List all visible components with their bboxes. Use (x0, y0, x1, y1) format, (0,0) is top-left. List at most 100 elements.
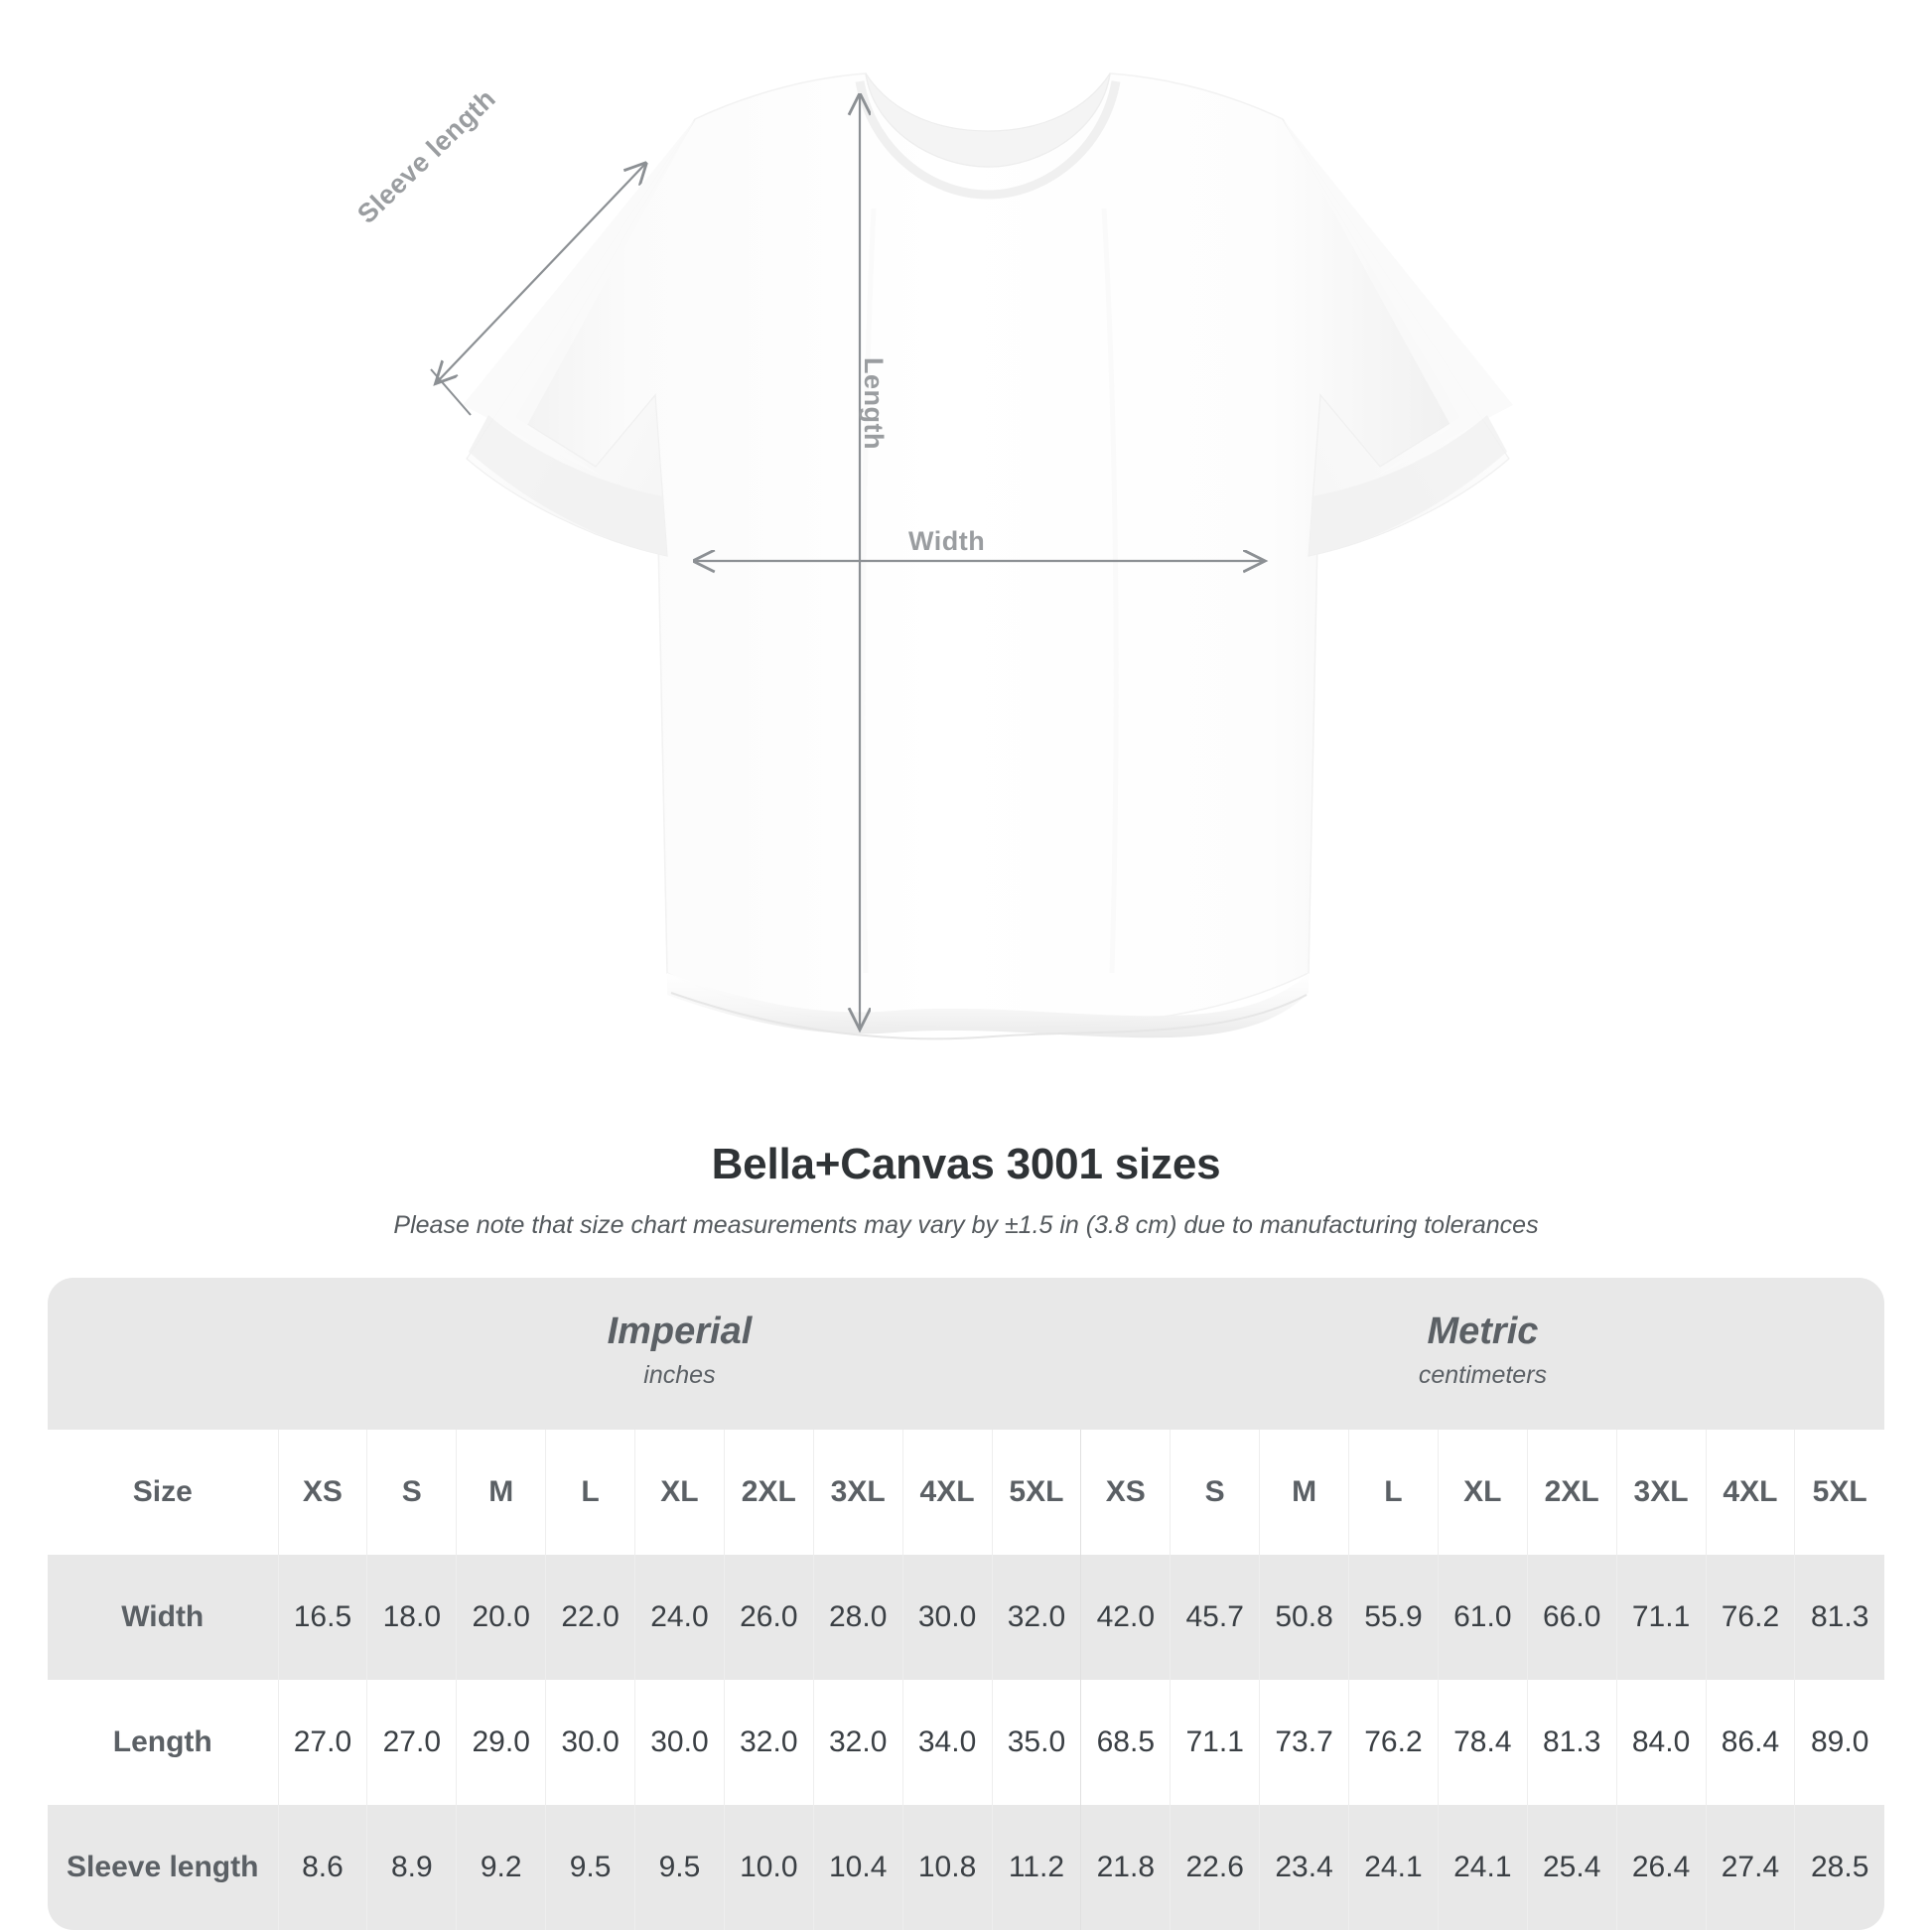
cell-width-xs-metric: 42.0 (1080, 1554, 1171, 1680)
cell-length-xs-metric: 68.5 (1080, 1679, 1171, 1805)
size-column-header-xs-imperial: XS (277, 1429, 367, 1555)
size-column-header-3xl-metric: 3XL (1615, 1429, 1706, 1555)
sleeve-length-tick (430, 368, 472, 416)
cell-sleeve-length-2xl-metric: 25.4 (1526, 1804, 1617, 1930)
table-row: Sleeve length 8.6 8.9 9.2 9.5 9.5 10.0 10.4 10.8… (48, 1804, 1884, 1930)
cell-length-m-metric: 73.7 (1259, 1679, 1349, 1805)
unit-group-name: Metric (1427, 1311, 1539, 1352)
cell-sleeve-length-xl-metric: 24.1 (1437, 1804, 1528, 1930)
cell-sleeve-length-xs-metric: 21.8 (1080, 1804, 1171, 1930)
shirt-collar-ribbing (855, 80, 1121, 200)
size-column-header-4xl-metric: 4XL (1705, 1429, 1795, 1555)
shirt-hem (667, 973, 1309, 1038)
size-column-header-5xl-imperial: 5XL (991, 1429, 1081, 1555)
cell-sleeve-length-xl-imperial: 9.5 (634, 1804, 725, 1930)
cell-length-3xl-imperial: 32.0 (812, 1679, 903, 1805)
cell-sleeve-length-m-imperial: 9.2 (456, 1804, 546, 1930)
cell-sleeve-length-s-metric: 22.6 (1170, 1804, 1260, 1930)
cell-sleeve-length-3xl-imperial: 10.4 (812, 1804, 903, 1930)
unit-group-unit: centimeters (1418, 1360, 1548, 1389)
cell-sleeve-length-s-imperial: 8.9 (366, 1804, 457, 1930)
size-column-header-s-metric: S (1170, 1429, 1260, 1555)
cell-length-l-imperial: 30.0 (545, 1679, 635, 1805)
cell-sleeve-length-2xl-imperial: 10.0 (723, 1804, 814, 1930)
size-column-header-m-imperial: M (456, 1429, 546, 1555)
size-header-label: Size (48, 1429, 278, 1555)
cell-length-xs-imperial: 27.0 (277, 1679, 367, 1805)
size-column-header-s-imperial: S (366, 1429, 457, 1555)
cell-sleeve-length-l-metric: 24.1 (1348, 1804, 1439, 1930)
shirt-left-sleeve-cuff (469, 415, 667, 556)
cell-width-l-metric: 55.9 (1348, 1554, 1439, 1680)
width-label: Width (908, 526, 986, 556)
table-row: Width 16.5 18.0 20.0 22.0 24.0 26.0 28.0 30.0 32.… (48, 1554, 1884, 1680)
table-row: Length 27.0 27.0 29.0 30.0 30.0 32.0 32.0 34.0 35… (48, 1679, 1884, 1805)
cell-length-2xl-metric: 81.3 (1526, 1679, 1617, 1805)
cell-width-5xl-imperial: 32.0 (991, 1554, 1081, 1680)
size-chart-table: Imperial inches Metric centimeters Size XS S… (48, 1278, 1884, 1930)
unit-group-name: Imperial (607, 1311, 753, 1352)
cell-sleeve-length-l-imperial: 9.5 (545, 1804, 635, 1930)
size-column-header-5xl-metric: 5XL (1794, 1429, 1884, 1555)
tshirt-svg (430, 72, 1513, 1040)
unit-group-header-row: Imperial inches Metric centimeters (48, 1278, 1884, 1430)
cell-length-s-metric: 71.1 (1170, 1679, 1260, 1805)
cell-sleeve-length-5xl-imperial: 11.2 (991, 1804, 1081, 1930)
size-table-body: Width 16.5 18.0 20.0 22.0 24.0 26.0 28.0 30.0 32.… (48, 1554, 1884, 1930)
size-column-header-xl-imperial: XL (634, 1429, 725, 1555)
tolerance-note: Please note that size chart measurements… (393, 1211, 1539, 1239)
unit-group-imperial: Imperial inches (278, 1278, 1081, 1430)
cell-width-s-imperial: 18.0 (366, 1554, 457, 1680)
cell-length-m-imperial: 29.0 (456, 1679, 546, 1805)
sleeve-length-arrow (437, 164, 645, 382)
cell-width-m-metric: 50.8 (1259, 1554, 1349, 1680)
size-column-header-l-imperial: L (545, 1429, 635, 1555)
size-column-header-xl-metric: XL (1437, 1429, 1528, 1555)
length-label: Length (859, 357, 889, 450)
cell-length-4xl-metric: 86.4 (1705, 1679, 1795, 1805)
cell-length-xl-imperial: 30.0 (634, 1679, 725, 1805)
size-column-header-m-metric: M (1259, 1429, 1349, 1555)
shirt-hem-line (670, 992, 1308, 1040)
cell-sleeve-length-5xl-metric: 28.5 (1794, 1804, 1884, 1930)
size-table-container: Imperial inches Metric centimeters Size XS S… (48, 1278, 1884, 1930)
size-column-header-4xl-imperial: 4XL (901, 1429, 992, 1555)
size-column-header-2xl-imperial: 2XL (723, 1429, 814, 1555)
title-block: Bella+Canvas 3001 sizes Please note that… (0, 1132, 1932, 1240)
page-title: Bella+Canvas 3001 sizes (711, 1140, 1221, 1188)
cell-sleeve-length-4xl-metric: 27.4 (1705, 1804, 1795, 1930)
size-column-header-2xl-metric: 2XL (1526, 1429, 1617, 1555)
shirt-right-sleeve-fold (1283, 119, 1513, 479)
cell-width-2xl-imperial: 26.0 (723, 1554, 814, 1680)
shirt-right-sleeve-cuff (1309, 415, 1507, 556)
cell-width-xl-imperial: 24.0 (634, 1554, 725, 1680)
row-label-length: Length (48, 1679, 278, 1805)
cell-sleeve-length-4xl-imperial: 10.8 (901, 1804, 992, 1930)
cell-width-5xl-metric: 81.3 (1794, 1554, 1884, 1680)
unit-group-metric: Metric centimeters (1080, 1278, 1884, 1430)
cell-width-xl-metric: 61.0 (1437, 1554, 1528, 1680)
cell-width-xs-imperial: 16.5 (277, 1554, 367, 1680)
cell-length-2xl-imperial: 32.0 (723, 1679, 814, 1805)
size-header-row: Size XS S M L XL 2XL 3XL 4XL 5XL XS S M L XL 2XL 3XL 4XL… (48, 1429, 1884, 1555)
cell-width-2xl-metric: 66.0 (1526, 1554, 1617, 1680)
cell-width-4xl-imperial: 30.0 (901, 1554, 992, 1680)
row-label-sleeve-length: Sleeve length (48, 1804, 278, 1930)
size-column-header-l-metric: L (1348, 1429, 1439, 1555)
cell-width-s-metric: 45.7 (1170, 1554, 1260, 1680)
cell-width-4xl-metric: 76.2 (1705, 1554, 1795, 1680)
cell-length-3xl-metric: 84.0 (1615, 1679, 1706, 1805)
tshirt-photo: Sleeve length Length Width (351, 72, 1513, 1040)
cell-sleeve-length-xs-imperial: 8.6 (277, 1804, 367, 1930)
cell-width-3xl-metric: 71.1 (1615, 1554, 1706, 1680)
cell-sleeve-length-3xl-metric: 26.4 (1615, 1804, 1706, 1930)
row-label-width: Width (48, 1554, 278, 1680)
cell-length-s-imperial: 27.0 (366, 1679, 457, 1805)
size-column-header-xs-metric: XS (1080, 1429, 1171, 1555)
size-column-header-3xl-imperial: 3XL (812, 1429, 903, 1555)
group-header-corner (48, 1278, 278, 1430)
tshirt-illustration: Sleeve length Length Width (351, 72, 1513, 1040)
cell-length-5xl-imperial: 35.0 (991, 1679, 1081, 1805)
cell-length-xl-metric: 78.4 (1437, 1679, 1528, 1805)
cell-length-l-metric: 76.2 (1348, 1679, 1439, 1805)
